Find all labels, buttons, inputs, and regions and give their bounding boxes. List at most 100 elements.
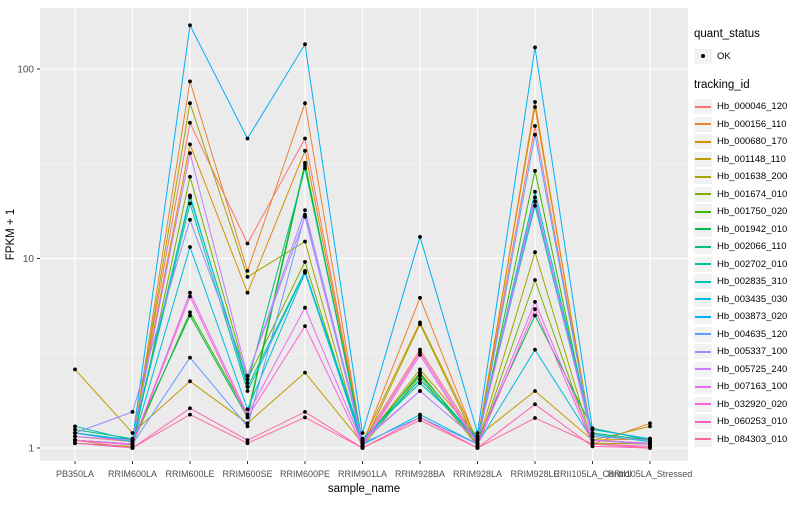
legend-key-line-icon: [694, 431, 712, 447]
legend-item: Hb_001750_020: [694, 203, 800, 221]
data-point: [188, 290, 192, 295]
legend-title-quant-status: quant_status: [694, 28, 760, 40]
data-point: [533, 132, 537, 137]
data-point: [245, 290, 250, 295]
data-point: [188, 79, 192, 84]
x-tick-label: PB350LA: [56, 469, 94, 479]
data-point: [590, 438, 595, 443]
x-tick-label: RRII105LA_Stressed: [608, 469, 693, 479]
data-point: [245, 385, 250, 389]
data-point: [188, 412, 192, 417]
legend-item: Hb_060253_010: [694, 413, 800, 431]
legend-title-tracking-id: tracking_id: [694, 79, 750, 91]
data-point: [303, 410, 307, 414]
data-point: [245, 424, 250, 429]
data-point: [188, 23, 192, 28]
data-point: [533, 347, 537, 352]
legend-item-ok: OK: [694, 47, 800, 65]
legend-key-line-icon: [694, 151, 712, 167]
legend-key-line-icon: [694, 291, 712, 307]
legend-item-label: Hb_005337_100: [717, 346, 788, 358]
data-point: [73, 427, 77, 432]
legend-item-label: Hb_084303_010: [717, 433, 788, 445]
data-point: [418, 367, 422, 372]
legend-key-line-icon: [694, 326, 712, 342]
data-point: [533, 105, 537, 109]
legend-item: Hb_000046_120: [694, 98, 800, 116]
data-point: [245, 374, 250, 378]
data-point: [360, 431, 365, 435]
data-point: [418, 347, 422, 352]
data-point: [533, 100, 537, 104]
legend-item-label: Hb_000046_120: [717, 101, 788, 113]
x-tick-label: RRIM928BA: [395, 469, 445, 479]
legend: quant_status OK tracking_id Hb_000046_12…: [694, 28, 800, 448]
legend-item: Hb_001942_010: [694, 221, 800, 239]
data-point: [533, 389, 537, 393]
legend-item: Hb_005725_240: [694, 361, 800, 379]
y-tick-label: 1: [28, 444, 34, 455]
data-point: [245, 275, 250, 279]
y-tick-label: 10: [23, 254, 35, 265]
x-tick-label: RRIM901LA: [338, 469, 387, 479]
data-point: [418, 412, 422, 417]
data-point: [188, 193, 192, 198]
legend-item-label: Hb_001674_010: [717, 188, 788, 200]
y-tick-labels: 1 10 100: [17, 65, 34, 455]
legend-item: Hb_002066_110: [694, 238, 800, 256]
legend-key-line-icon: [694, 186, 712, 202]
data-point: [360, 446, 365, 450]
data-point: [303, 260, 307, 264]
x-axis-title: sample_name: [328, 483, 400, 495]
gridlines: [40, 8, 688, 461]
data-point: [533, 195, 537, 200]
x-tick-label: RRIM600SE: [222, 469, 272, 479]
legend-key-line-icon: [694, 99, 712, 115]
data-point: [303, 101, 307, 106]
data-point: [245, 389, 250, 393]
data-point: [188, 313, 192, 318]
data-point: [533, 250, 537, 255]
data-point: [533, 169, 537, 173]
legend-key-line-icon: [694, 396, 712, 412]
data-point: [188, 142, 192, 147]
data-point: [130, 438, 135, 443]
data-point: [303, 305, 307, 310]
data-point: [303, 415, 307, 420]
data-point: [245, 441, 250, 446]
data-point: [533, 203, 537, 208]
data-point: [418, 295, 422, 300]
data-point: [245, 421, 250, 426]
data-point: [188, 217, 192, 222]
data-point: [245, 241, 250, 246]
legend-key-line-icon: [694, 221, 712, 237]
legend-item-label: Hb_002835_310: [717, 276, 788, 288]
legend-item-label: OK: [717, 50, 731, 62]
legend-item: Hb_003435_030: [694, 291, 800, 309]
legend-item-label: Hb_000156_110: [717, 118, 787, 130]
data-point: [303, 324, 307, 328]
data-point: [73, 431, 77, 435]
legend-key-line-icon: [694, 116, 712, 132]
data-point: [533, 307, 537, 312]
legend-item-label: Hb_001750_020: [717, 206, 788, 218]
legend-item: Hb_032920_020: [694, 396, 800, 414]
x-tick-label: RRII105LA_Control: [553, 469, 631, 479]
data-point: [418, 235, 422, 239]
data-point: [303, 42, 307, 47]
data-point: [73, 441, 77, 446]
data-point: [245, 407, 250, 412]
data-point: [303, 166, 307, 171]
data-point: [188, 120, 192, 125]
legend-item-label: Hb_005725_240: [717, 363, 788, 375]
y-axis-title: FPKM + 1: [5, 209, 17, 260]
data-point: [590, 427, 595, 432]
data-point: [475, 446, 480, 450]
legend-item: Hb_000156_110: [694, 116, 800, 134]
legend-item-label: Hb_007163_100: [717, 381, 788, 393]
legend-item-label: Hb_002066_110: [717, 241, 787, 253]
data-point: [188, 201, 192, 206]
x-tick-label: RRIM600LE: [165, 469, 214, 479]
legend-item: Hb_000680_170: [694, 133, 800, 151]
